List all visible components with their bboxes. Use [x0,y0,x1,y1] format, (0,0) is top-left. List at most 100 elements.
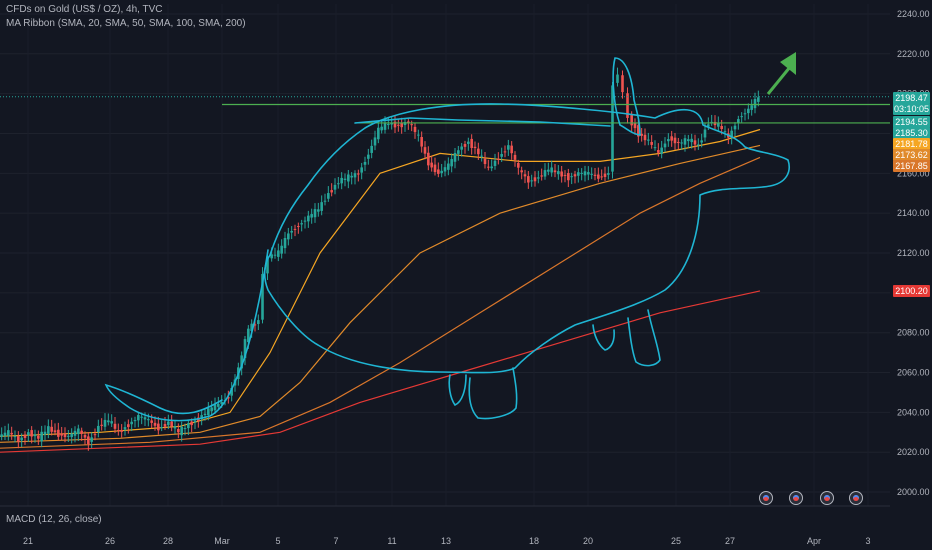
y-tick-label: 2040.00 [897,407,930,417]
candle-body [280,245,283,254]
drawing-leg-2[interactable] [468,367,518,420]
horizontal-lines[interactable] [0,96,890,124]
drawing-leg-3[interactable] [592,324,615,351]
candle-body [283,237,287,249]
macd-legend[interactable]: MACD (12, 26, close) [6,514,102,525]
candle-body [740,116,743,118]
candle-body [747,108,750,114]
candle-body [57,429,60,437]
candle-body [433,164,437,173]
candle-body [73,430,77,436]
freehand-drawing[interactable] [104,57,790,422]
candle-body [407,121,410,123]
x-tick-label: 7 [333,536,338,546]
x-tick-label: 18 [529,536,539,546]
x-tick-label: 20 [583,536,593,546]
candle-body [420,137,423,147]
candle-body [540,175,543,177]
candle-body [650,142,653,145]
candle-body [493,160,497,166]
candle-body [7,430,10,436]
price-tag: 2198.47 [893,92,930,104]
event-flag-icon[interactable] [820,491,834,505]
candle-body [707,124,710,127]
candle-body [640,133,643,136]
candle-body [143,417,147,420]
candle-body [677,141,680,143]
candle-body [497,158,500,160]
candle-body [737,119,740,123]
candle-body [523,174,527,177]
candle-body [220,401,223,405]
candle-body [37,435,40,439]
candle-body [527,176,530,183]
y-tick-label: 2000.00 [897,487,930,497]
candle-body [503,151,507,153]
candle-body [290,230,293,233]
event-flag-icon[interactable] [849,491,863,505]
candle-body [313,209,317,218]
price-tag: 2194.55 [893,116,930,128]
candle-body [490,166,493,169]
y-tick-label: 2240.00 [897,9,930,19]
drawing-tail[interactable] [354,117,611,127]
candle-body [53,430,57,433]
candle-body [517,163,520,168]
candle-body [690,138,693,143]
candle-body [430,162,433,168]
candle-body [733,125,737,130]
candle-body [183,428,187,430]
candle-body [337,183,340,185]
candle-body [240,355,243,369]
drawing-head[interactable] [104,249,269,422]
candle-body [43,431,47,435]
x-tick-label: 25 [671,536,681,546]
candle-body [667,139,670,142]
candle-body [250,323,253,332]
candle-body [703,129,707,138]
candle-body [333,184,337,190]
candle-body [530,180,533,182]
candle-body [347,174,350,182]
drawing-ear[interactable] [612,57,641,136]
price-series [0,67,760,451]
candle-body [373,137,377,146]
drawing-body[interactable] [263,103,790,374]
candle-body [370,145,373,153]
candle-body [303,220,307,222]
candle-body [3,432,7,436]
candle-body [113,423,117,429]
candle-body [150,420,153,423]
x-tick-label: Apr [807,536,821,546]
drawing-leg-1[interactable] [448,374,467,406]
candle-body [307,215,310,222]
candle-body [463,144,467,147]
candle-body [210,407,213,412]
drawing-leg-4[interactable] [627,309,661,367]
candle-body [227,397,230,399]
candle-body [147,419,150,421]
candle-body [133,420,137,422]
symbol-legend[interactable]: CFDs on Gold (US$ / OZ), 4h, TVC [6,4,163,15]
time-axis[interactable]: 21 26 28 Mar 5 7 11 13 18 20 25 27 Apr 3 [23,536,871,546]
y-tick-label: 2140.00 [897,208,930,218]
up-arrow[interactable] [766,52,796,95]
candle-body [230,387,233,396]
candle-body [27,432,30,436]
event-flag-icon[interactable] [789,491,803,505]
candle-body [380,126,383,131]
candle-body [483,158,487,165]
candle-body [83,434,87,438]
candle-body [163,424,167,427]
ma-ribbon-legend[interactable]: MA Ribbon (SMA, 20, SMA, 50, SMA, 100, S… [6,18,246,29]
candle-body [513,154,517,160]
candle-body [477,148,480,155]
candle-body [647,139,650,141]
candle-body [323,200,327,202]
x-tick-label: 21 [23,536,33,546]
event-flag-icon[interactable] [759,491,773,505]
candle-body [377,127,380,140]
candle-body [633,122,637,129]
price-axis[interactable]: 2000.002020.002040.002060.002080.002100.… [897,9,930,497]
